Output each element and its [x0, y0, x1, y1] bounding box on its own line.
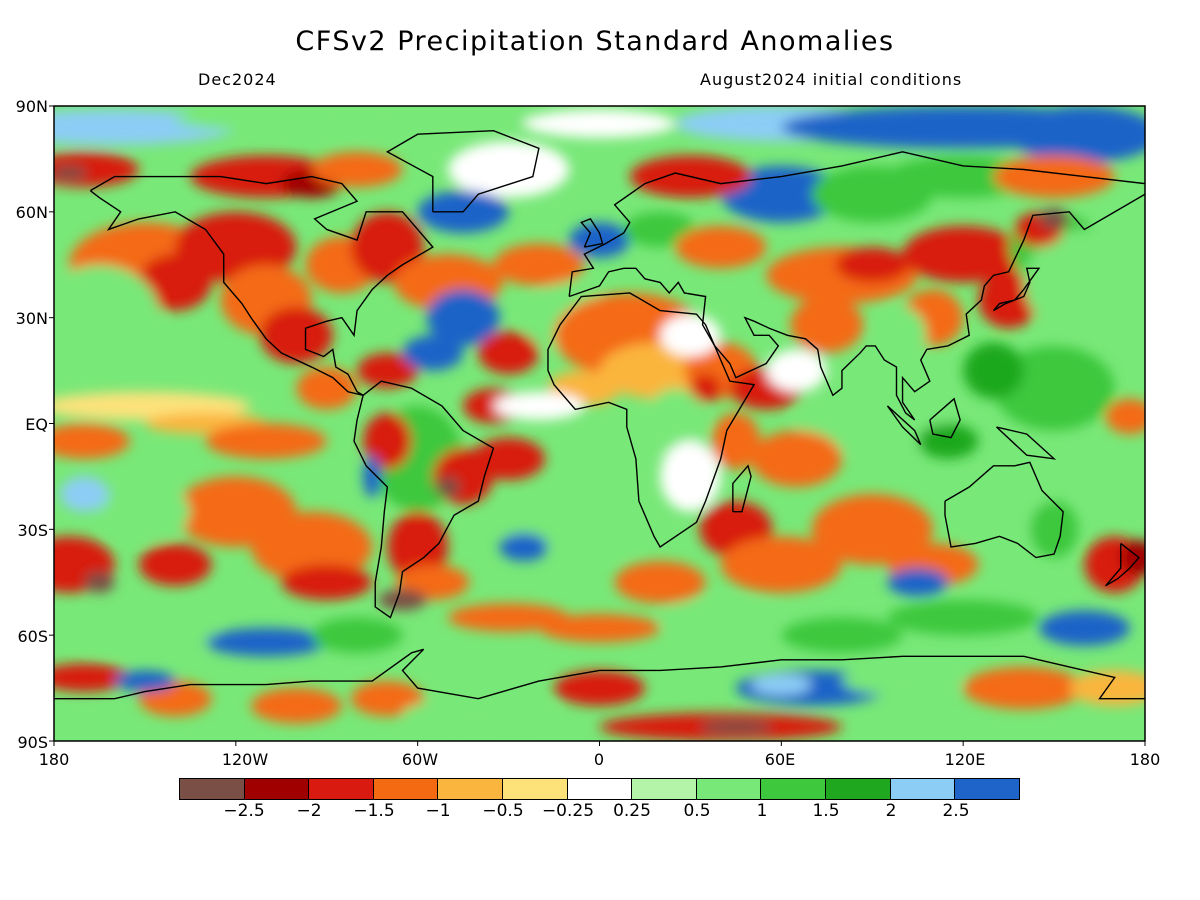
colorbar-label: 1	[756, 801, 768, 821]
colorbar-swatch	[890, 779, 956, 799]
colorbar-swatch	[180, 779, 245, 799]
colorbar-swatch	[761, 779, 827, 799]
lon-label-60w: 60W	[401, 750, 439, 769]
map-title: CFSv2 Precipitation Standard Anomalies	[295, 26, 895, 57]
colorbar-label: 0.5	[683, 801, 711, 821]
colorbar-swatch	[955, 779, 1019, 799]
coastlines	[54, 129, 1145, 700]
colorbar-label: −1	[425, 801, 451, 821]
lat-label-30n: 30N	[15, 309, 48, 328]
colorbar-label: 0.25	[613, 801, 651, 821]
initial-conditions-label: August2024 initial conditions	[700, 70, 963, 89]
lon-label-120w: 120W	[221, 750, 269, 769]
colorbar-swatch	[244, 779, 310, 799]
lon-label-180w: 180	[38, 750, 70, 769]
lat-label-eq: EQ	[25, 415, 48, 434]
lat-label-60s: 60S	[17, 627, 48, 646]
colorbar-label: −1.5	[353, 801, 395, 821]
colorbar-swatch	[696, 779, 762, 799]
lat-label-90s: 90S	[17, 733, 48, 752]
colorbar-label: −2	[296, 801, 322, 821]
colorbar-swatch	[309, 779, 374, 799]
lon-label-180e: 180	[1129, 750, 1161, 769]
colorbar	[179, 778, 1020, 800]
lat-label-60n: 60N	[15, 203, 48, 222]
colorbar-swatch	[826, 779, 891, 799]
colorbar-swatch	[503, 779, 568, 799]
colorbar-label: −0.5	[482, 801, 524, 821]
colorbar-swatch	[438, 779, 504, 799]
lon-label-60e: 60E	[764, 750, 796, 769]
lat-label-90n: 90N	[15, 97, 48, 116]
lon-label-120e: 120E	[944, 750, 986, 769]
colorbar-swatch	[632, 779, 697, 799]
colorbar-label: 2	[885, 801, 897, 821]
forecast-month-label: Dec2024	[198, 70, 277, 89]
lon-label-0: 0	[593, 750, 605, 769]
lat-label-30s: 30S	[17, 521, 48, 540]
anomaly-field	[54, 106, 1145, 741]
colorbar-label: 1.5	[812, 801, 840, 821]
colorbar-label: −2.5	[223, 801, 265, 821]
colorbar-label: −0.25	[541, 801, 595, 821]
colorbar-swatch	[567, 779, 633, 799]
colorbar-swatch	[373, 779, 439, 799]
colorbar-label: 2.5	[942, 801, 970, 821]
